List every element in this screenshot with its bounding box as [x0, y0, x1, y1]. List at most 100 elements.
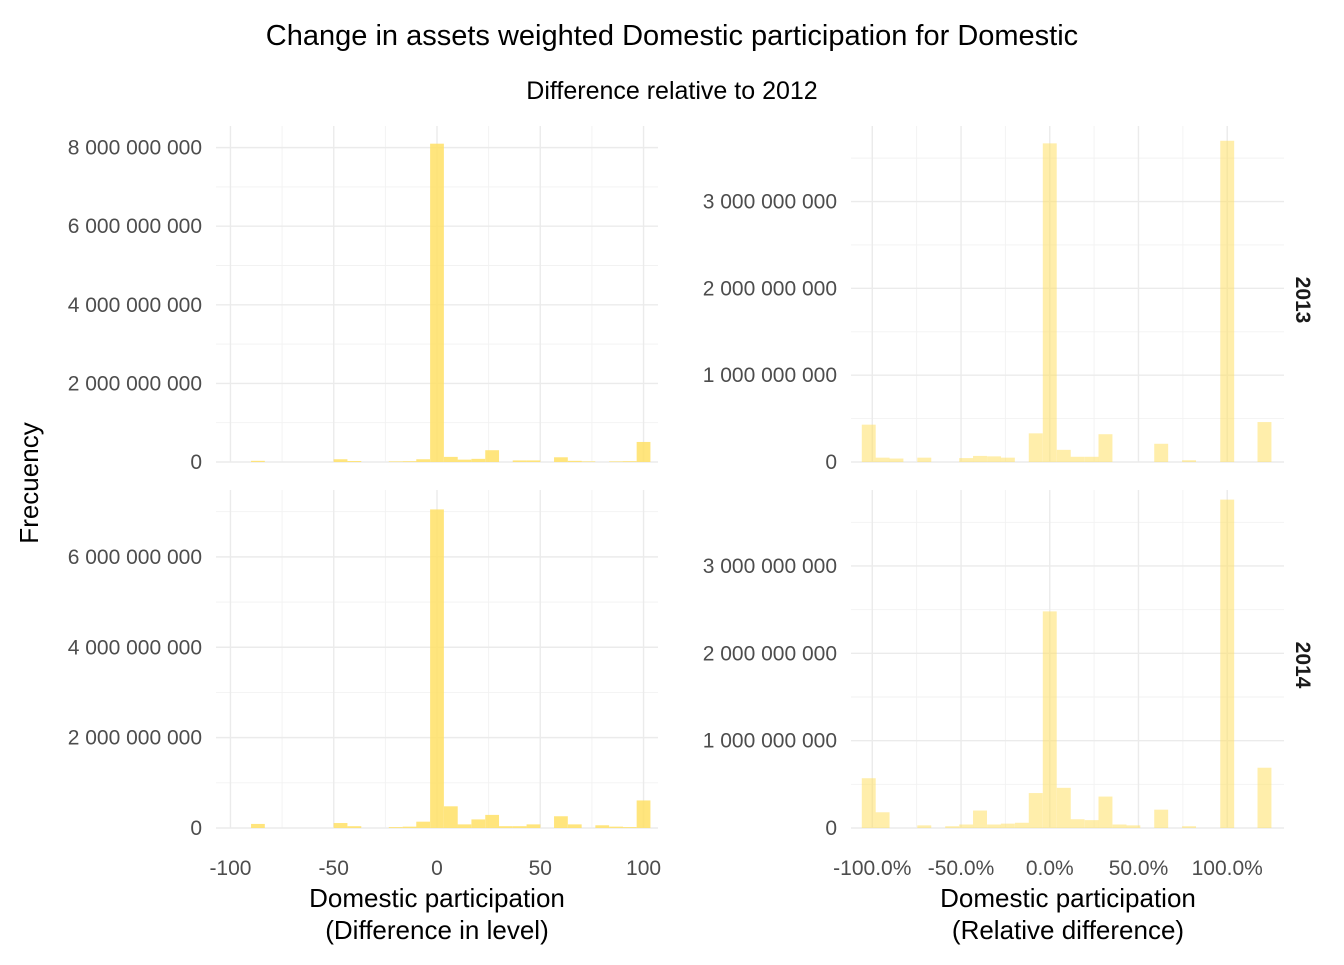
histogram-bar — [1056, 449, 1071, 462]
x-axis-title-left-line1: Domestic participation — [309, 883, 565, 913]
x-tick-label: -100.0% — [833, 857, 911, 880]
histogram-bar — [987, 456, 1001, 462]
histogram-bar — [430, 143, 444, 462]
chart-title: Change in assets weighted Domestic parti… — [266, 20, 1078, 52]
histogram-bar — [622, 461, 637, 462]
y-tick-label: 3 000 000 000 — [703, 191, 837, 214]
histogram-bar — [416, 459, 431, 462]
y-tick-label: 0 — [825, 817, 837, 840]
histogram-bar — [861, 424, 876, 462]
x-tick-label: 100 — [626, 857, 661, 880]
histogram-bar — [1084, 456, 1099, 462]
histogram-bar — [1084, 820, 1099, 828]
histogram-bar — [512, 826, 527, 828]
facet-strip-2013: 2013 — [1291, 277, 1314, 324]
histogram-bar — [554, 816, 568, 828]
y-tick-label: 0 — [190, 451, 202, 474]
histogram-bar — [1220, 499, 1235, 828]
panel-2014-right: 0 1 000 000 000 2 000 000 000 3 000 000 000… — [703, 490, 1284, 880]
x-axis-title-left-line2: (Difference in level) — [325, 915, 549, 945]
histogram-bar — [512, 460, 527, 462]
histogram-bar — [567, 824, 582, 828]
x-tick-label: 50 — [529, 857, 552, 880]
facet-strip-2014: 2014 — [1291, 642, 1314, 689]
histogram-bar — [1070, 819, 1085, 828]
histogram-bar — [526, 824, 541, 828]
histogram-bar — [1154, 443, 1169, 462]
histogram-bar — [347, 826, 362, 828]
histogram-bar — [1014, 822, 1029, 828]
histogram-bar — [388, 461, 403, 462]
x-axis-title-right-line1: Domestic participation — [940, 883, 1196, 913]
y-tick-label: 0 — [825, 451, 837, 474]
histogram-bar — [443, 456, 458, 462]
histogram-bar — [1028, 793, 1043, 828]
histogram-bar — [1000, 457, 1015, 462]
histogram-bar — [1154, 809, 1169, 828]
histogram-bar — [1112, 824, 1127, 828]
histogram-bar — [917, 825, 932, 828]
y-tick-label: 6 000 000 000 — [68, 546, 202, 569]
histogram-bar — [402, 826, 417, 828]
histogram-bar — [251, 460, 265, 462]
y-tick-label: 8 000 000 000 — [68, 137, 202, 160]
chart-subtitle: Difference relative to 2012 — [526, 77, 817, 105]
x-tick-label: 100.0% — [1192, 857, 1263, 880]
histogram-bar — [609, 461, 623, 462]
panel-2014-left: 0 2 000 000 000 4 000 000 000 6 000 000 000… — [68, 490, 661, 880]
histogram-bar — [1042, 143, 1057, 463]
histogram-bar — [333, 459, 348, 462]
y-tick-label: 6 000 000 000 — [68, 215, 202, 238]
histogram-bar — [622, 827, 637, 828]
histogram-bar — [251, 823, 265, 828]
histogram-bar — [987, 824, 1001, 828]
histogram-bar — [526, 460, 541, 462]
histogram-bar — [1257, 422, 1272, 462]
histogram-bar — [1056, 787, 1071, 828]
x-tick-label: -50 — [319, 857, 349, 880]
histogram-bar — [1070, 456, 1085, 462]
x-axis-title-right-line2: (Relative difference) — [952, 915, 1184, 945]
x-tick-label: 0.0% — [1026, 857, 1074, 880]
histogram-bar — [595, 825, 610, 828]
histogram-bar — [636, 441, 651, 462]
histogram-bar — [1126, 825, 1141, 828]
x-tick-label: 50.0% — [1109, 857, 1169, 880]
histogram-bar — [430, 509, 444, 828]
histogram-bar — [471, 458, 486, 462]
histogram-bar — [1182, 826, 1197, 828]
histogram-bar — [945, 826, 960, 828]
y-tick-label: 2 000 000 000 — [68, 372, 202, 395]
histogram-bar — [875, 812, 890, 828]
y-tick-label: 0 — [190, 817, 202, 840]
histogram-bar — [1000, 823, 1015, 828]
histogram-bar — [457, 824, 472, 828]
histogram-bar — [1098, 434, 1113, 462]
histogram-bar — [347, 461, 362, 462]
histogram-bar — [402, 461, 417, 462]
histogram-bar — [861, 778, 876, 828]
histogram-bar — [443, 806, 458, 828]
histogram-bar — [1042, 611, 1057, 828]
histogram-bar — [471, 819, 486, 828]
histogram-bar — [416, 821, 431, 828]
histogram-bar — [889, 458, 904, 462]
panel-2013-left: 0 2 000 000 000 4 000 000 000 6 000 000 000… — [68, 126, 658, 474]
histogram-bar — [973, 455, 987, 462]
y-tick-label: 1 000 000 000 — [703, 730, 837, 753]
y-tick-label: 2 000 000 000 — [703, 642, 837, 665]
histogram-bar — [973, 810, 987, 828]
histogram-bar — [457, 459, 472, 462]
histogram-bar — [1028, 433, 1043, 462]
panel-2013-right: 0 1 000 000 000 2 000 000 000 3 000 000 000 — [703, 126, 1284, 474]
histogram-bar — [333, 823, 348, 828]
x-tick-label: -100 — [209, 857, 251, 880]
x-tick-label: 0 — [431, 857, 443, 880]
y-tick-label: 1 000 000 000 — [703, 364, 837, 387]
histogram-bar — [498, 826, 513, 828]
histogram-bar — [1182, 460, 1197, 462]
y-tick-label: 4 000 000 000 — [68, 294, 202, 317]
histogram-bar — [1220, 140, 1235, 462]
